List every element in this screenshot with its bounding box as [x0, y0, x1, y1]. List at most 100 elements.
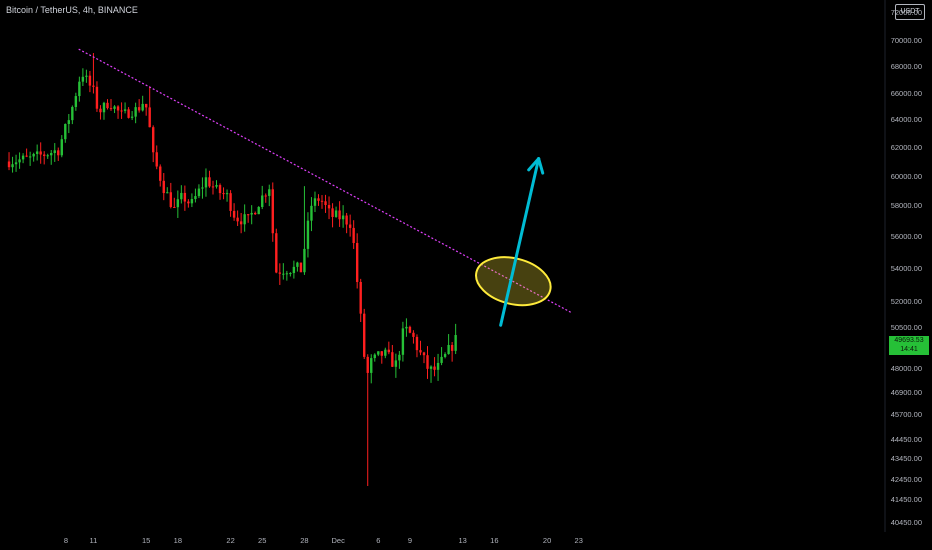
candle-body [454, 335, 457, 351]
symbol-title: Bitcoin / TetherUS, 4h, BINANCE [6, 5, 138, 15]
drawing-layer [78, 48, 573, 327]
candle-body [176, 199, 180, 208]
candle-body [443, 354, 447, 357]
price-tick-label: 58000.00 [891, 201, 922, 210]
highlight-ellipse[interactable] [471, 250, 556, 313]
price-tick-label: 56000.00 [891, 232, 922, 241]
candle-body [155, 152, 158, 167]
candle-body [127, 109, 130, 118]
candle-body [120, 110, 123, 112]
candle-body [338, 210, 341, 220]
candle-body [60, 139, 63, 156]
breakout-arrow[interactable] [499, 157, 541, 327]
price-axis[interactable]: 72000.00 70000.00 68000.00 66000.00 64000.00… [891, 8, 922, 527]
resistance-trendline[interactable] [78, 48, 573, 314]
time-tick-label: 28 [300, 536, 308, 545]
candle-body [25, 155, 28, 157]
candle-body [39, 151, 42, 155]
time-tick-label: 9 [408, 536, 412, 545]
time-tick-label: 13 [459, 536, 467, 545]
candle-body [35, 151, 39, 154]
time-tick-label: 20 [543, 536, 551, 545]
last-price-badge: 49693.53 14:41 [889, 336, 929, 355]
candle-body [92, 85, 95, 87]
candle-body [14, 162, 18, 165]
candle-body [299, 262, 303, 273]
candle-body [57, 150, 60, 156]
candle-body [373, 354, 376, 359]
candle-body [429, 366, 433, 369]
breakout-arrow-head [527, 157, 541, 172]
candle-body [278, 272, 282, 274]
candle-body [99, 108, 102, 113]
price-tick-label: 40450.00 [891, 518, 922, 527]
candle-body [352, 227, 355, 243]
price-tick-label: 48000.00 [891, 364, 922, 373]
candle-body [450, 345, 454, 351]
candle-body [88, 75, 92, 86]
time-tick-label: 16 [490, 536, 498, 545]
candle-body [285, 273, 289, 275]
candle-body [313, 198, 317, 206]
candle-body [85, 75, 88, 77]
price-tick-label: 72000.00 [891, 8, 922, 17]
candle-body [398, 354, 401, 361]
candle-body [292, 266, 296, 274]
candle-body [384, 349, 387, 356]
candles-layer [7, 53, 457, 486]
candle-body [268, 189, 271, 196]
price-tick-label: 52000.00 [891, 297, 922, 306]
candle-body [215, 185, 218, 187]
candle-body [334, 210, 338, 217]
candle-body [197, 188, 201, 197]
price-tick-label: 70000.00 [891, 36, 922, 45]
time-tick-label: 23 [575, 536, 583, 545]
candle-body [130, 116, 134, 118]
candle-body [359, 281, 362, 314]
candle-body [324, 201, 327, 206]
candle-body [239, 221, 243, 225]
candle-body [303, 248, 306, 273]
candle-body [53, 150, 56, 154]
candle-body [144, 103, 148, 108]
price-tick-label: 54000.00 [891, 264, 922, 273]
candle-body [243, 214, 246, 225]
price-tick-label: 46900.00 [891, 388, 922, 397]
candle-body [257, 207, 260, 215]
price-tick-label: 41450.00 [891, 495, 922, 504]
candle-body [109, 108, 113, 110]
candle-body [440, 356, 443, 363]
last-price-value: 49693.53 [894, 337, 924, 344]
candle-body [7, 161, 11, 168]
candle-body [187, 201, 190, 204]
candle-body [363, 313, 366, 357]
time-tick-label: 22 [226, 536, 234, 545]
time-tick-label: 18 [174, 536, 182, 545]
candle-body [106, 102, 109, 109]
candle-body [366, 356, 369, 373]
time-tick-label: 6 [376, 536, 380, 545]
candle-body [211, 186, 215, 188]
candle-body [67, 120, 71, 124]
candle-body [296, 262, 299, 267]
candle-body [419, 350, 422, 353]
time-tick-label: 8 [64, 536, 68, 545]
candle-body [183, 192, 187, 202]
candle-body [377, 351, 380, 355]
candle-body [141, 103, 144, 111]
candle-body [173, 206, 176, 208]
candle-body [21, 155, 25, 160]
time-axis[interactable]: 8 11 15 18 22 25 28 Dec 6 9 13 16 20 23 [64, 536, 583, 545]
candle-body [345, 215, 348, 225]
candle-body [246, 214, 250, 216]
candle-body [250, 212, 253, 215]
currency-button[interactable]: USDT [895, 4, 925, 20]
candle-body [159, 166, 162, 181]
candle-body [162, 180, 165, 194]
candle-body [422, 352, 426, 356]
candle-body [81, 76, 85, 82]
candle-body [355, 242, 359, 282]
candle-body [306, 220, 310, 249]
candle-body [218, 185, 222, 194]
